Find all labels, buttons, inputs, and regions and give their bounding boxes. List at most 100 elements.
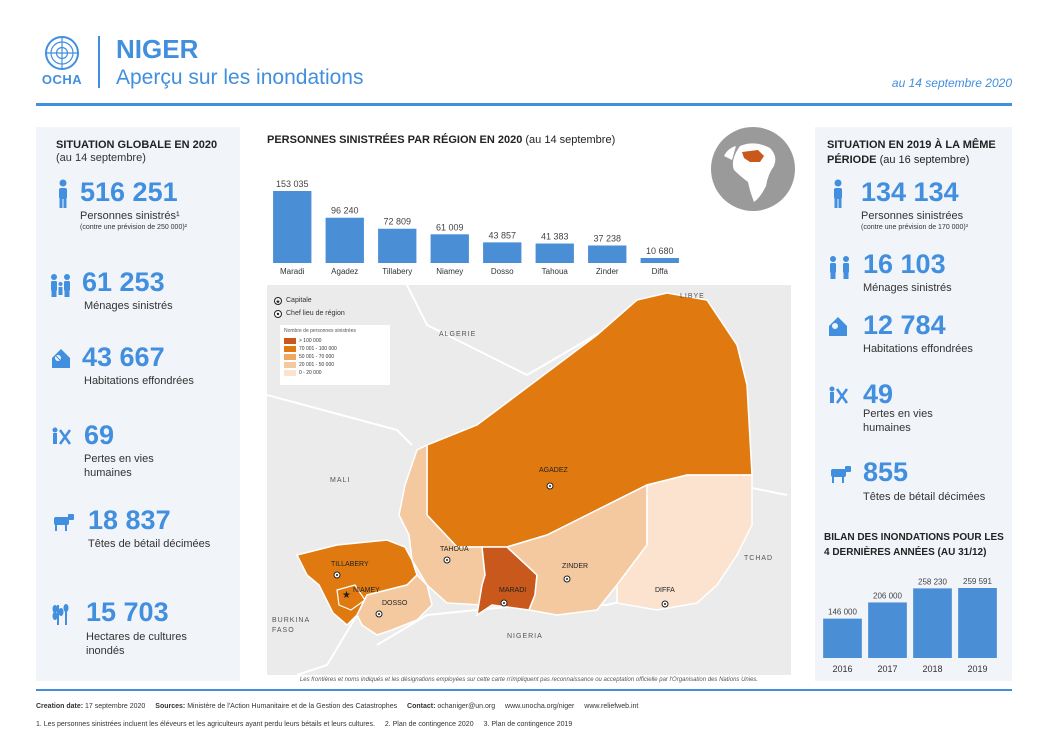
city-label-maradi: MARADI [499,587,527,594]
country-label-faso: FASO [272,627,295,634]
country-label-algerie: ALGERIE [439,331,477,338]
bar-zinder [588,245,627,263]
stat-value: 49 [863,379,894,409]
stat-deaths: 69 Pertes en vies humaines [50,420,230,480]
page-subtitle: Aperçu sur les inondations [116,66,364,89]
bar-diffa [640,257,679,263]
legend-row: 50 001 - 70 000 [284,353,386,361]
city-label-agadez: AGADEZ [539,467,568,474]
bar-tillabery [378,228,417,263]
footer-sources: Creation date: 17 septembre 2020 Sources… [36,703,638,710]
legend-row: 20 001 - 50 000 [284,361,386,369]
region-dosso [356,573,433,636]
legend-label: > 100 000 [299,338,322,344]
bar-maradi [273,191,312,263]
map-disclaimer: Les frontières et noms indiqués et les d… [299,677,759,683]
crops-icon [52,604,69,625]
footer-notes: 1. Les personnes sinistrées incluent les… [36,721,572,728]
footer-url-reliefweb[interactable]: www.reliefweb.int [584,703,639,710]
stat-crops: 15 703 Hectares de cultures inondés [50,597,230,661]
stat-label: Ménages sinistrés [84,300,173,312]
bar-tahoua [535,243,574,263]
region-chart-title: PERSONNES SINISTRÉES PAR RÉGION EN 2020 … [267,134,615,146]
legend-label: 50 001 - 70 000 [299,354,335,360]
stat-label: Têtes de bétail décimées [863,491,986,503]
right-panel-title-sub: (au 16 septembre) [879,154,970,166]
country-label-mali: MALI [330,477,351,484]
city-label-tahoua: TAHOUA [440,546,469,553]
footer-sources-value: Ministère de l'Action Humanitaire et de … [185,703,398,710]
map-svg: ★ ★ [267,285,788,675]
footer-url-unocha[interactable]: www.unocha.org/niger [505,703,575,710]
stat-value: 16 103 [863,249,946,279]
footer-contact-email[interactable]: ochaniger@un.org [435,703,496,710]
bar-agadez [325,217,364,263]
region-niamey [336,584,366,611]
legend-label: 20 001 - 50 000 [299,362,335,368]
bar-category-label: Diffa [652,267,669,276]
right-panel-title: SITUATION EN 2019 À LA MÊME PÉRIODE (au … [827,138,1007,168]
livestock-icon [54,514,74,531]
left-panel: SITUATION GLOBALE EN 2020 (au 14 septemb… [36,127,240,681]
bar-2018 [913,588,952,658]
bar-value-label: 153 035 [276,179,309,189]
stat-value: 43 667 [82,342,165,372]
region-chart-title-bold: PERSONNES SINISTRÉES PAR RÉGION EN 2020 [267,134,523,146]
bar-category-label: Tillabery [382,267,412,276]
left-panel-subtitle: (au 14 septembre) [56,152,146,164]
bar-2016 [823,618,862,658]
footer-sources-label: Sources: [155,703,186,710]
region-chart-title-sub: (au 14 septembre) [522,134,616,146]
family-icon [830,256,849,279]
stat-houses: 43 667 Habitations effondrées [50,342,230,392]
footer-contact-label: Contact: [407,703,436,710]
legend-swatch [284,354,296,360]
stat-label: Têtes de bétail décimées [88,538,211,550]
bar-value-label: 41 383 [541,232,569,242]
stat-note: (contre une prévision de 170 000)³ [861,224,969,231]
legend-row: 70 001 - 100 000 [284,345,386,353]
stat-label: Habitations effondrées [863,343,973,355]
footer-rule [36,689,1012,691]
bar-category-label: 2016 [832,664,852,674]
report-date: au 14 septembre 2020 [891,76,1012,90]
bar-category-label: Agadez [331,267,358,276]
bar-category-label: Zinder [596,267,619,276]
left-panel-title: SITUATION GLOBALE EN 2020 [56,139,218,151]
stat-deaths-2019: 49 Pertes en vies humaines [827,379,1007,439]
footnote-1: 1. Les personnes sinistrées incluent les… [36,721,375,728]
stat-houses-2019: 12 784 Habitations effondrées [827,310,1007,360]
map-legend: Nombre de personnes sinistrées > 100 000… [280,325,390,385]
livestock-icon [831,466,851,483]
bar-value-label: 10 680 [646,246,674,256]
region-bar-chart: 153 035 Maradi 96 240 Agadez 72 809 Tillabery… [273,179,679,276]
un-emblem-icon [45,36,79,70]
region-diffa [616,474,753,611]
legend-title: Nombre de personnes sinistrées [284,328,356,334]
footer-creation-label: Creation date: [36,703,84,710]
legend-row: 0 - 20 000 [284,369,386,377]
bar-value-label: 206 000 [873,591,902,600]
deaths-icon [52,427,72,445]
bilan-bar-chart: 146 000 2016 206 000 2017 258 230 2018 259 591… [823,577,997,674]
bar-category-label: Dosso [491,267,514,276]
city-label-niamey: NIAMEY [353,587,380,594]
stat-households: 61 253 Ménages sinistrés [48,267,228,317]
stat-label: Ménages sinistrés [863,282,952,294]
legend-label: 70 001 - 100 000 [299,346,337,352]
stat-label: Habitations effondrées [84,375,194,387]
header: OCHA NIGER Aperçu sur les inondations au… [36,34,1012,106]
footnote-2: 2. Plan de contingence 2020 [384,721,474,728]
svg-text:★: ★ [275,299,280,306]
bar-value-label: 96 240 [331,206,359,216]
stat-label: Personnes sinistrées [861,210,964,222]
footer-creation-value: 17 septembre 2020 [83,703,146,710]
collapsed-house-icon [52,349,70,368]
bar-category-label: 2019 [967,664,987,674]
bar-dosso [483,242,522,263]
bar-value-label: 258 230 [918,577,947,586]
city-label-dosso: DOSSO [382,600,408,607]
header-rule [36,103,1012,106]
bar-2017 [868,602,907,658]
stat-value: 61 253 [82,267,165,297]
